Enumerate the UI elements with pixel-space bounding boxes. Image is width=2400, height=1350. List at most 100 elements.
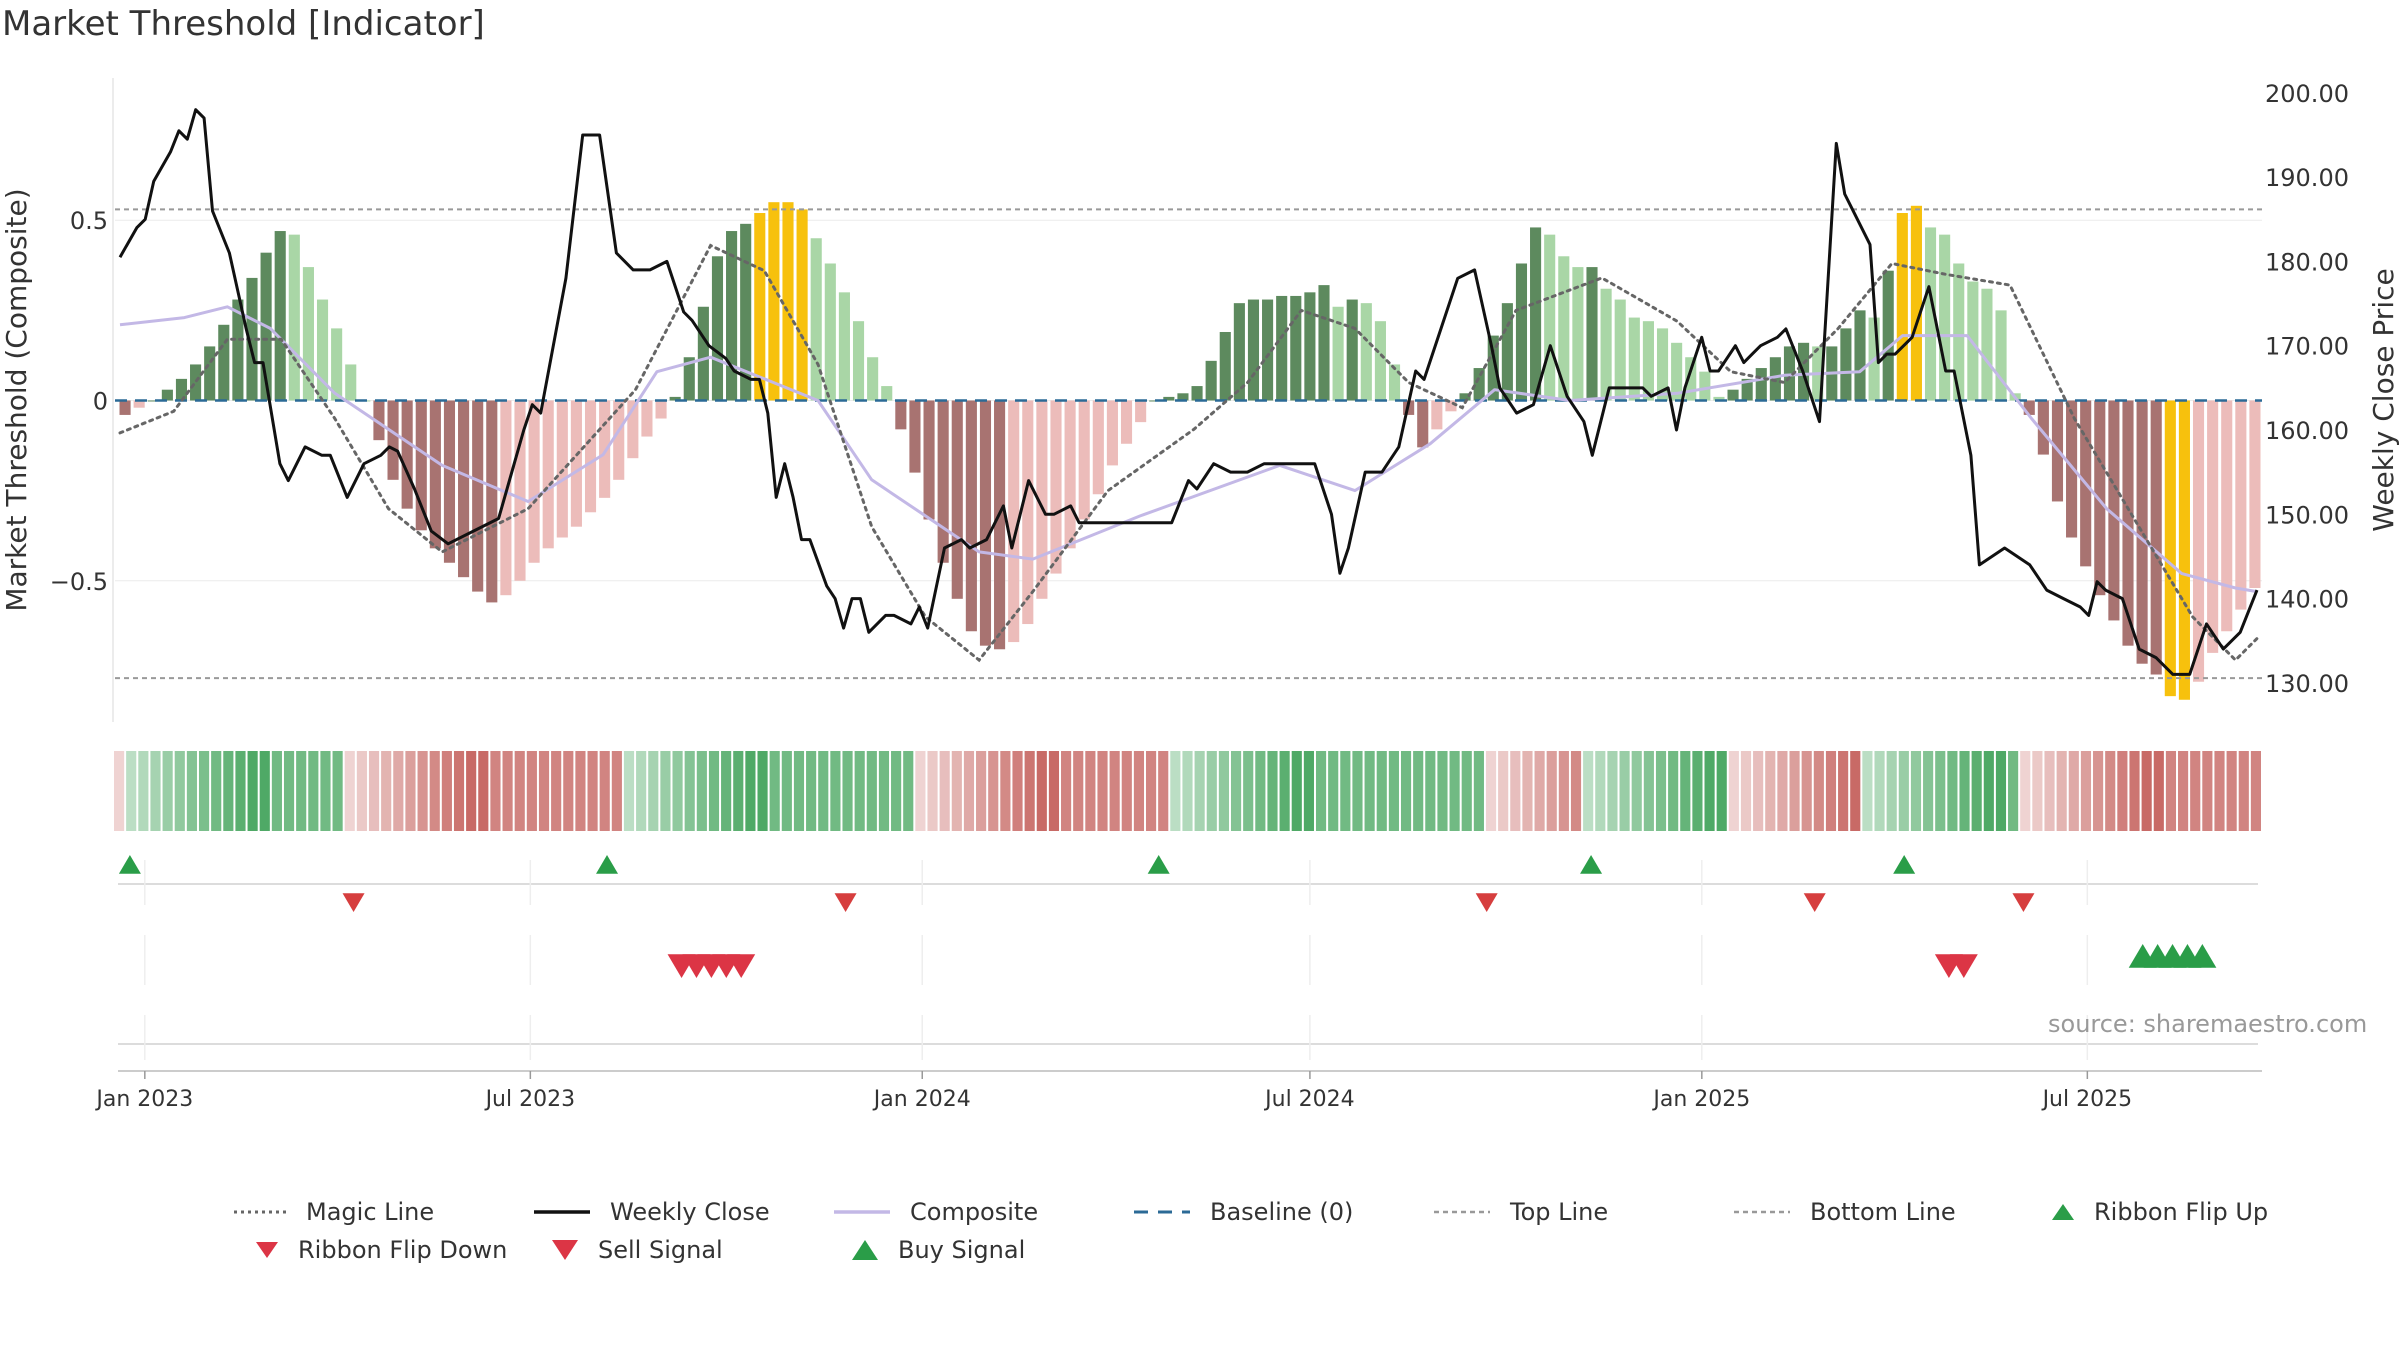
ribbon-segment: [708, 751, 720, 831]
ribbon-segment: [1704, 751, 1715, 831]
histogram-bar: [895, 400, 907, 430]
ribbon-segment: [660, 751, 671, 831]
histogram-bar: [1995, 310, 2007, 401]
ribbon-segment: [2020, 751, 2031, 831]
histogram-bar: [1600, 288, 1612, 401]
ribbon-segment: [2056, 751, 2067, 831]
histogram-bar: [1840, 328, 1852, 401]
left-tick-label: 0.5: [70, 207, 108, 235]
date-tick-label: Jul 2025: [2041, 1087, 2133, 1112]
histogram-bar: [1445, 400, 1457, 412]
ribbon-segment: [842, 751, 853, 831]
histogram-bar: [528, 400, 540, 563]
histogram-bar: [2108, 400, 2120, 621]
histogram-bar: [1896, 213, 1908, 401]
histogram-bar: [147, 400, 159, 402]
left-axis-label: Market Threshold (Composite): [0, 188, 33, 611]
ribbon-segment: [162, 751, 173, 831]
ribbon-segment: [2044, 751, 2055, 831]
histogram-bar: [838, 292, 850, 401]
ribbon-segment: [599, 751, 610, 831]
ribbon-segment: [563, 751, 574, 831]
ribbon-segment: [636, 751, 647, 831]
ribbon-segment: [1413, 751, 1424, 831]
legend-item-top-line: Top Line: [1432, 1195, 1608, 1229]
ribbon-segment: [551, 751, 562, 831]
histogram-bar: [768, 202, 780, 401]
histogram-bar: [1346, 299, 1358, 401]
histogram-bar: [1036, 400, 1048, 599]
ribbon-segment: [1619, 751, 1630, 831]
ribbon-segment: [114, 751, 125, 831]
legend-item-baseline: Baseline (0): [1132, 1195, 1353, 1229]
ribbon-segment: [150, 751, 161, 831]
ribbon-segment: [2093, 751, 2104, 831]
histogram-bar: [909, 400, 921, 473]
ribbon-segment: [1801, 751, 1812, 831]
histogram-bar: [1431, 400, 1443, 430]
histogram-bar: [1205, 360, 1217, 401]
ribbon-segment: [211, 751, 222, 831]
ribbon-segment: [575, 751, 586, 831]
ribbon-segment: [769, 751, 780, 831]
histogram-bar: [2178, 400, 2190, 700]
purple-line-icon: [834, 1210, 890, 1214]
histogram-bar: [1713, 396, 1725, 401]
buy-signal-marker: [2188, 944, 2217, 968]
sell-signal-marker: [727, 954, 756, 978]
ribbon-segment: [538, 751, 550, 831]
ribbon-segment: [976, 751, 987, 831]
ribbon-segment: [1570, 751, 1582, 831]
histogram-bar: [1854, 310, 1866, 401]
ribbon-flip-down-marker: [834, 893, 857, 912]
ribbon-segment: [1461, 751, 1472, 831]
legend-label: Weekly Close: [610, 1198, 770, 1226]
ribbon-segment: [1097, 751, 1108, 831]
ribbon-segment: [478, 751, 489, 831]
legend-item-buy-signal: Buy Signal: [850, 1233, 1025, 1267]
ribbon-flip-up-marker: [1580, 855, 1603, 874]
ribbon-segment: [757, 751, 768, 831]
ribbon-segment: [1267, 751, 1278, 831]
triangle-down-red-icon: [256, 1242, 278, 1258]
histogram-bar: [852, 321, 865, 401]
ribbon-segment: [866, 751, 877, 831]
ribbon-segment: [2008, 751, 2019, 831]
histogram-bar: [1939, 234, 1951, 401]
ribbon-segment: [1376, 751, 1387, 831]
legend-label: Buy Signal: [898, 1236, 1026, 1264]
ribbon-segment: [1388, 751, 1399, 831]
ribbon-segment: [1680, 751, 1691, 831]
histogram-bar: [2094, 400, 2106, 596]
histogram-bar: [1276, 295, 1288, 401]
histogram-bar: [1318, 285, 1330, 401]
ribbon-segment: [223, 751, 234, 831]
composite-line: [119, 305, 2258, 594]
ribbon-segment: [1024, 751, 1035, 831]
histogram-bar: [1572, 267, 1584, 401]
histogram-bar: [726, 231, 738, 401]
source-credit: source: sharemaestro.com: [2048, 1010, 2368, 1038]
histogram-bar: [2192, 400, 2205, 682]
histogram-bar: [923, 400, 935, 520]
ribbon-segment: [1279, 751, 1290, 831]
histogram-bar: [542, 400, 554, 549]
ribbon-segment: [126, 751, 137, 831]
ribbon-segment: [2226, 751, 2237, 831]
date-tick-label: Jul 2023: [484, 1087, 576, 1112]
ribbon-segment: [1886, 751, 1897, 831]
ribbon-segment: [1546, 751, 1557, 831]
ribbon-segment: [2190, 751, 2201, 831]
ribbon-segment: [235, 751, 246, 831]
ribbon-segment: [684, 751, 695, 831]
ribbon-segment: [2141, 751, 2152, 831]
ribbon-segment: [2238, 751, 2249, 831]
right-tick-label: 140.00: [2265, 586, 2349, 614]
histogram-bar: [415, 400, 427, 531]
ribbon-segment: [721, 751, 732, 831]
ribbon-flip-down-marker: [2012, 893, 2035, 912]
legend-item-composite: Composite: [832, 1195, 1038, 1229]
histogram-bar: [1332, 306, 1344, 401]
histogram-bar: [824, 263, 836, 401]
